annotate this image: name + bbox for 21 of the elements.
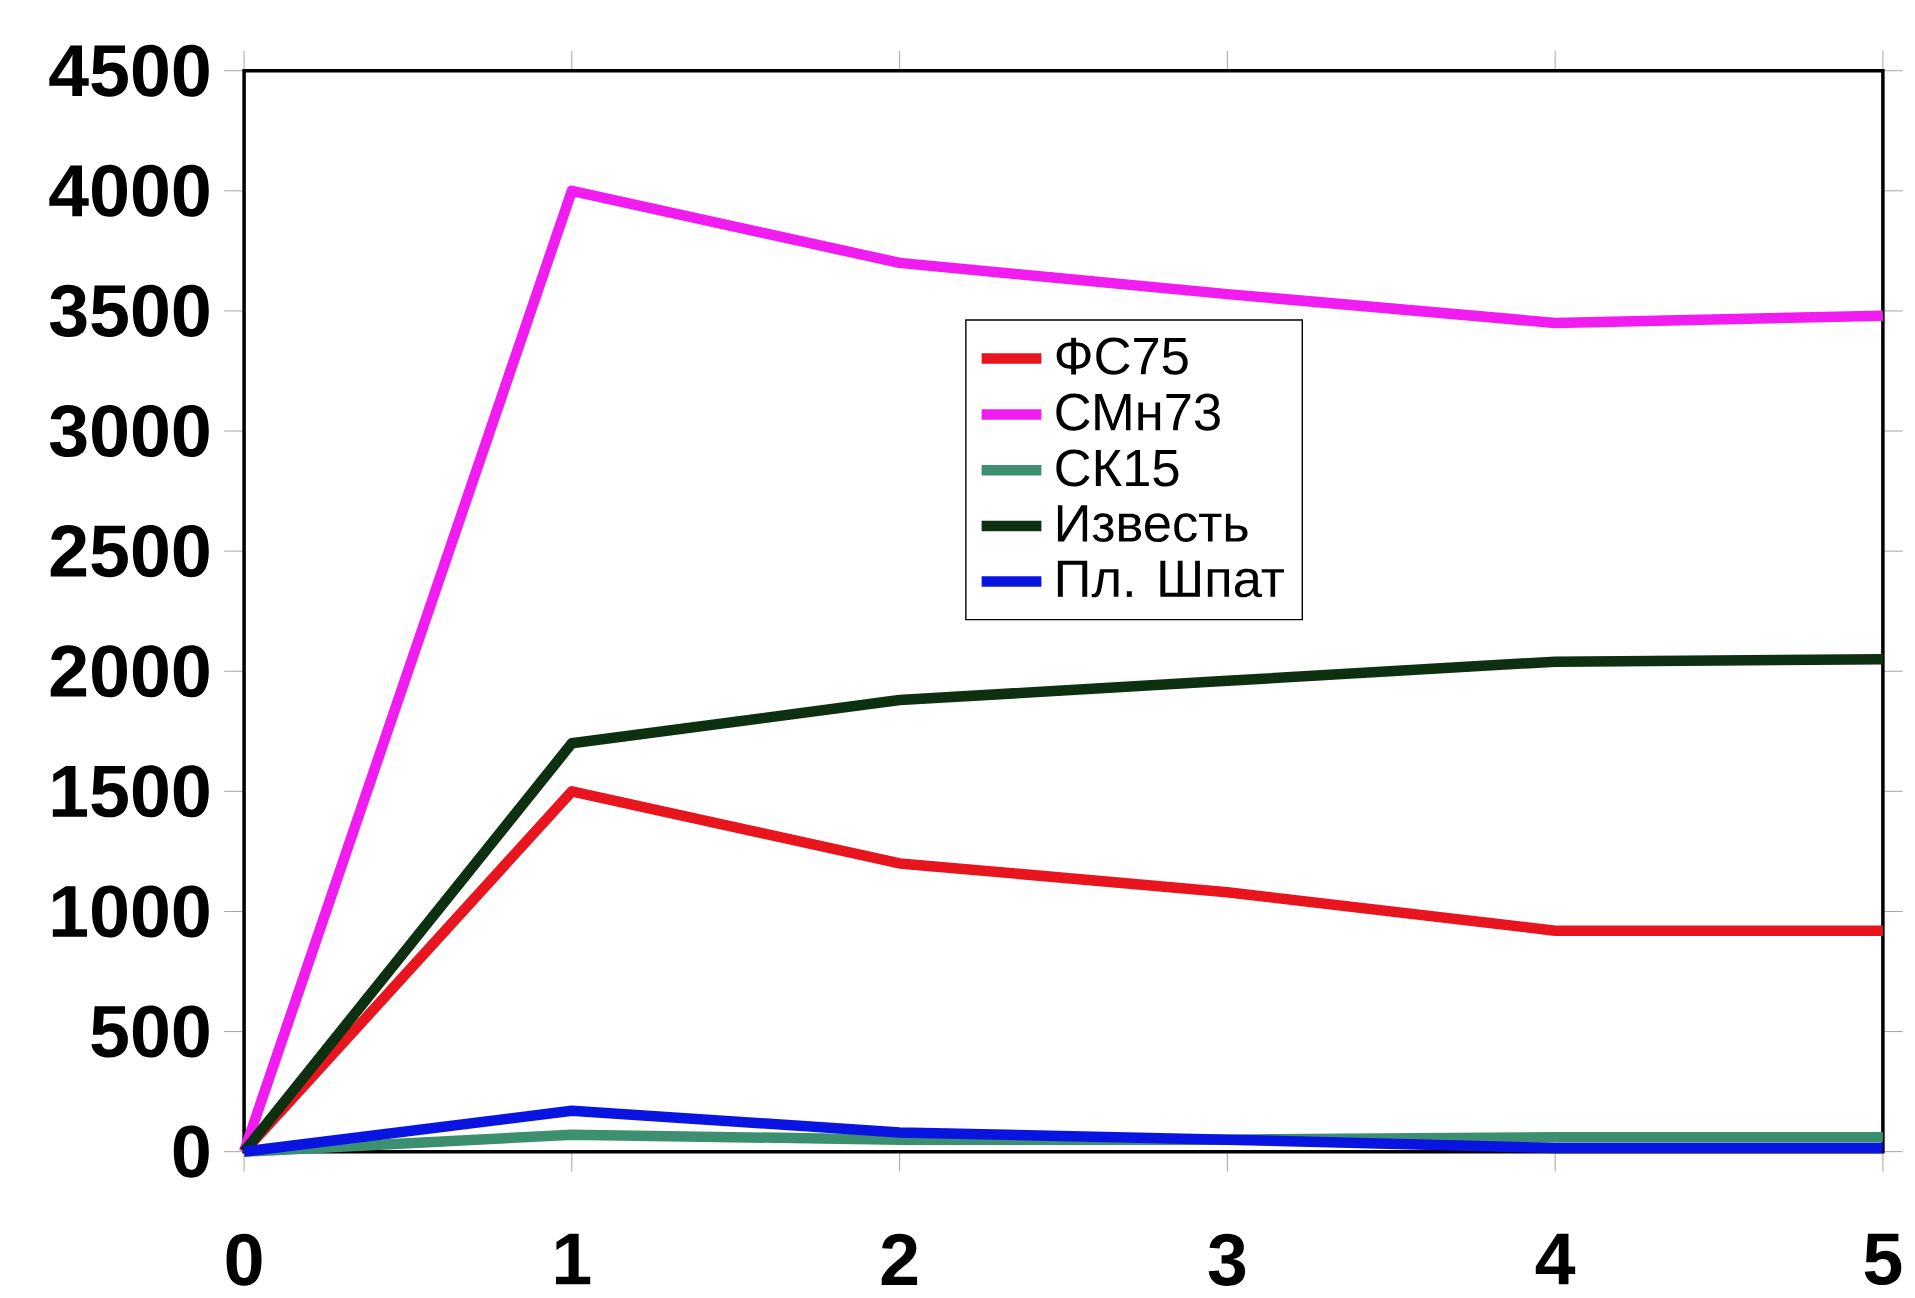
legend-label: СК15 [1056,449,1179,487]
y-tick-label: 3500 [49,285,209,338]
y-tick-label: 500 [91,1005,209,1058]
legend-label: ФС75 [1056,337,1188,375]
y-tick-label: 1000 [52,885,209,938]
x-tick-label: 5 [1864,1233,1902,1286]
x-tick-label: 2 [881,1233,918,1286]
legend-label: СМн73 [1056,393,1220,431]
x-tick-label: 0 [226,1233,262,1287]
y-tick-label: 3000 [49,405,209,458]
x-tick-label: 4 [1535,1233,1576,1285]
legend-label: Известь [1057,505,1248,543]
y-tick-label: 2500 [50,525,209,578]
y-tick-label: 4500 [49,44,209,97]
y-tick-label: 0 [173,1125,209,1178]
y-tick-label: 4000 [49,165,209,218]
y-tick-label: 1500 [52,765,209,818]
x-tick-label: 1 [556,1233,591,1285]
x-tick-label: 3 [1208,1233,1246,1287]
legend-label: Пл. Шпат [1057,560,1284,598]
y-tick-label: 2000 [50,645,209,698]
